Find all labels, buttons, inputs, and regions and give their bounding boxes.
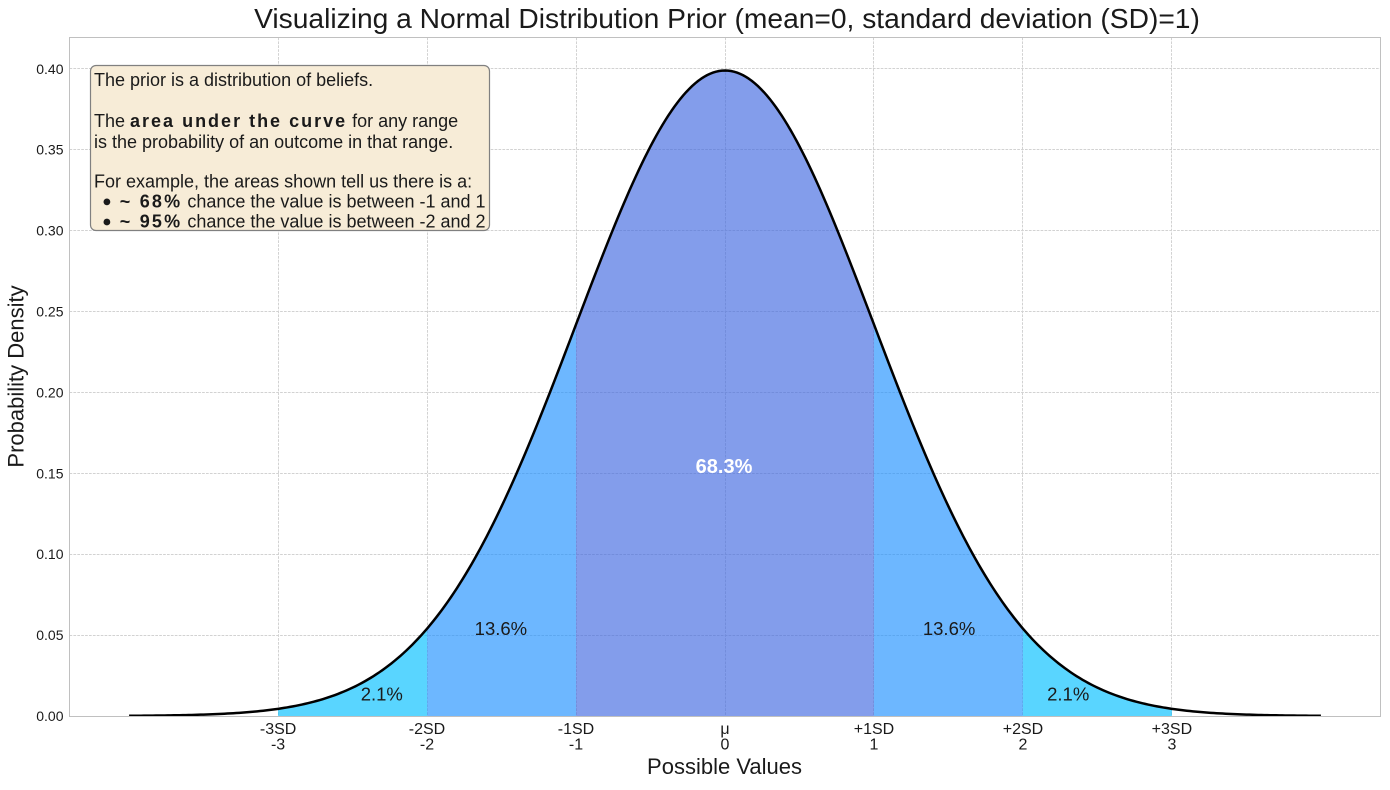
svg-text:-3SD: -3SD [260,721,296,738]
svg-text:-3: -3 [271,737,285,754]
svg-text:2.1%: 2.1% [1047,683,1089,704]
svg-text:Probability Density: Probability Density [4,285,29,467]
svg-text:3: 3 [1167,737,1176,754]
svg-text:The prior is a distribution of: The prior is a distribution of beliefs. [94,70,373,90]
svg-text:0.10: 0.10 [36,546,63,562]
svg-text:0.05: 0.05 [36,627,63,643]
svg-text:Visualizing a Normal Distribut: Visualizing a Normal Distribution Prior … [254,2,1200,34]
svg-text:For example, the areas shown t: For example, the areas shown tell us the… [94,171,472,191]
svg-text:+2SD: +2SD [1003,721,1043,738]
svg-text:1: 1 [870,737,879,754]
svg-text:13.6%: 13.6% [923,618,975,639]
svg-text:2: 2 [1019,737,1028,754]
svg-text:-2: -2 [420,737,434,754]
svg-text:The area under the curve for a: The area under the curve for any range [94,111,458,131]
svg-text:0: 0 [721,737,730,754]
svg-text:0.15: 0.15 [36,465,63,481]
svg-text:0.40: 0.40 [36,61,63,77]
svg-text:0.20: 0.20 [36,384,63,400]
svg-text:μ: μ [720,721,729,738]
svg-text:Possible Values: Possible Values [647,754,802,779]
svg-text:0.00: 0.00 [36,708,63,724]
svg-text:0.25: 0.25 [36,304,63,320]
svg-text:68.3%: 68.3% [696,456,753,478]
svg-text:-2SD: -2SD [409,721,445,738]
svg-text:2.1%: 2.1% [361,683,403,704]
svg-text:~ 95% chance the value is betw: ~ 95% chance the value is between -2 and… [120,212,486,232]
svg-text:-1SD: -1SD [558,721,594,738]
svg-text:13.6%: 13.6% [475,618,527,639]
svg-text:+1SD: +1SD [854,721,894,738]
svg-text:~ 68% chance the value is betw: ~ 68% chance the value is between -1 and… [120,192,486,212]
svg-text:0.35: 0.35 [36,142,63,158]
svg-text:is the probability of an outco: is the probability of an outcome in that… [94,132,453,152]
svg-text:-1: -1 [569,737,583,754]
svg-text:+3SD: +3SD [1152,721,1192,738]
svg-text:0.30: 0.30 [36,223,63,239]
